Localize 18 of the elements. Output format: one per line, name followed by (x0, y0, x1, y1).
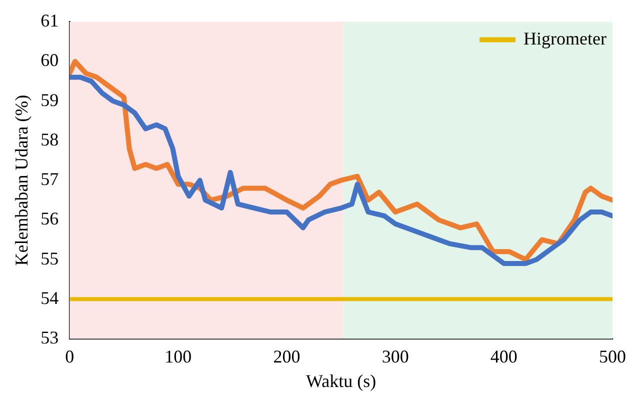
x-tick-label: 300 (382, 346, 409, 366)
y-axis-title: Kelembaban Udara (%) (12, 94, 32, 266)
x-tick-label: 200 (273, 346, 300, 366)
x-tick-label: 100 (164, 346, 192, 366)
y-tick-label: 61 (40, 10, 59, 31)
x-tick-label: 400 (490, 346, 518, 366)
y-tick-label: 56 (40, 208, 59, 229)
x-axis-title: Waktu (s) (306, 370, 376, 391)
y-tick-label: 60 (40, 50, 59, 70)
y-tick-label: 58 (40, 129, 59, 150)
legend-label: Higrometer (524, 28, 607, 49)
y-tick-label: 59 (40, 90, 59, 110)
x-tick-label: 500 (599, 346, 626, 366)
y-tick-label: 57 (40, 169, 59, 190)
y-tick-label: 54 (40, 288, 59, 308)
x-tick-label: 0 (65, 346, 74, 366)
y-tick-label: 55 (40, 248, 59, 268)
y-tick-label: 53 (40, 328, 59, 348)
